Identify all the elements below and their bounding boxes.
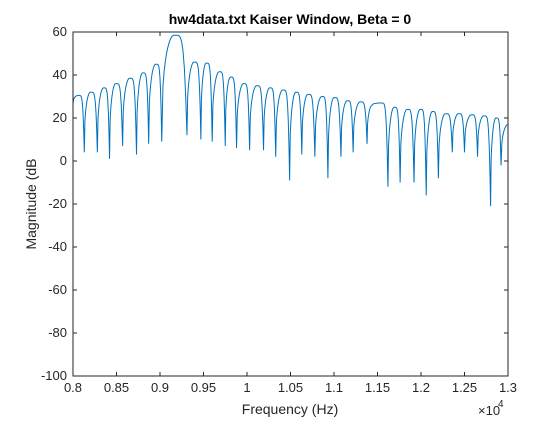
- chart-title: hw4data.txt Kaiser Window, Beta = 0: [169, 11, 412, 27]
- y-tick-label: 40: [53, 67, 67, 82]
- x-exponent-power: 4: [498, 399, 504, 410]
- x-tick-label: 1.1: [325, 380, 343, 395]
- x-tick-label: 0.85: [104, 380, 129, 395]
- x-tick-label: 1.05: [278, 380, 303, 395]
- y-tick-label: -80: [48, 325, 67, 340]
- y-tick-label: -60: [48, 282, 67, 297]
- x-tick-label: 1.25: [452, 380, 477, 395]
- y-tick-label: 0: [60, 153, 67, 168]
- y-tick-label: 60: [53, 24, 67, 39]
- x-tick-label: 0.95: [191, 380, 216, 395]
- y-axis-label: Magnitude (dB: [23, 158, 39, 249]
- x-tick-label: 0.8: [64, 380, 82, 395]
- y-tick-label: -100: [41, 368, 67, 383]
- x-exponent-base: ×10: [478, 403, 500, 418]
- series-line: [72, 34, 509, 207]
- x-axis-label: Frequency (Hz): [242, 401, 338, 417]
- plot-frame: [72, 31, 509, 377]
- x-tick-label: 1.15: [365, 380, 390, 395]
- x-tick-label: 1.2: [412, 380, 430, 395]
- x-tick-label: 1.3: [499, 380, 517, 395]
- y-tick-labels: 60 40 20 0 -20 -40 -60 -80 -100: [41, 24, 67, 383]
- x-tick-label: 1: [243, 380, 250, 395]
- plot-background: [73, 32, 508, 376]
- x-tick-labels: 0.8 0.85 0.9 0.95 1 1.05 1.1 1.15 1.2 1.25 1.3: [64, 380, 517, 395]
- y-tick-label: -40: [48, 239, 67, 254]
- x-tick-label: 0.9: [151, 380, 169, 395]
- y-tick-label: -20: [48, 196, 67, 211]
- y-tick-label: 20: [53, 110, 67, 125]
